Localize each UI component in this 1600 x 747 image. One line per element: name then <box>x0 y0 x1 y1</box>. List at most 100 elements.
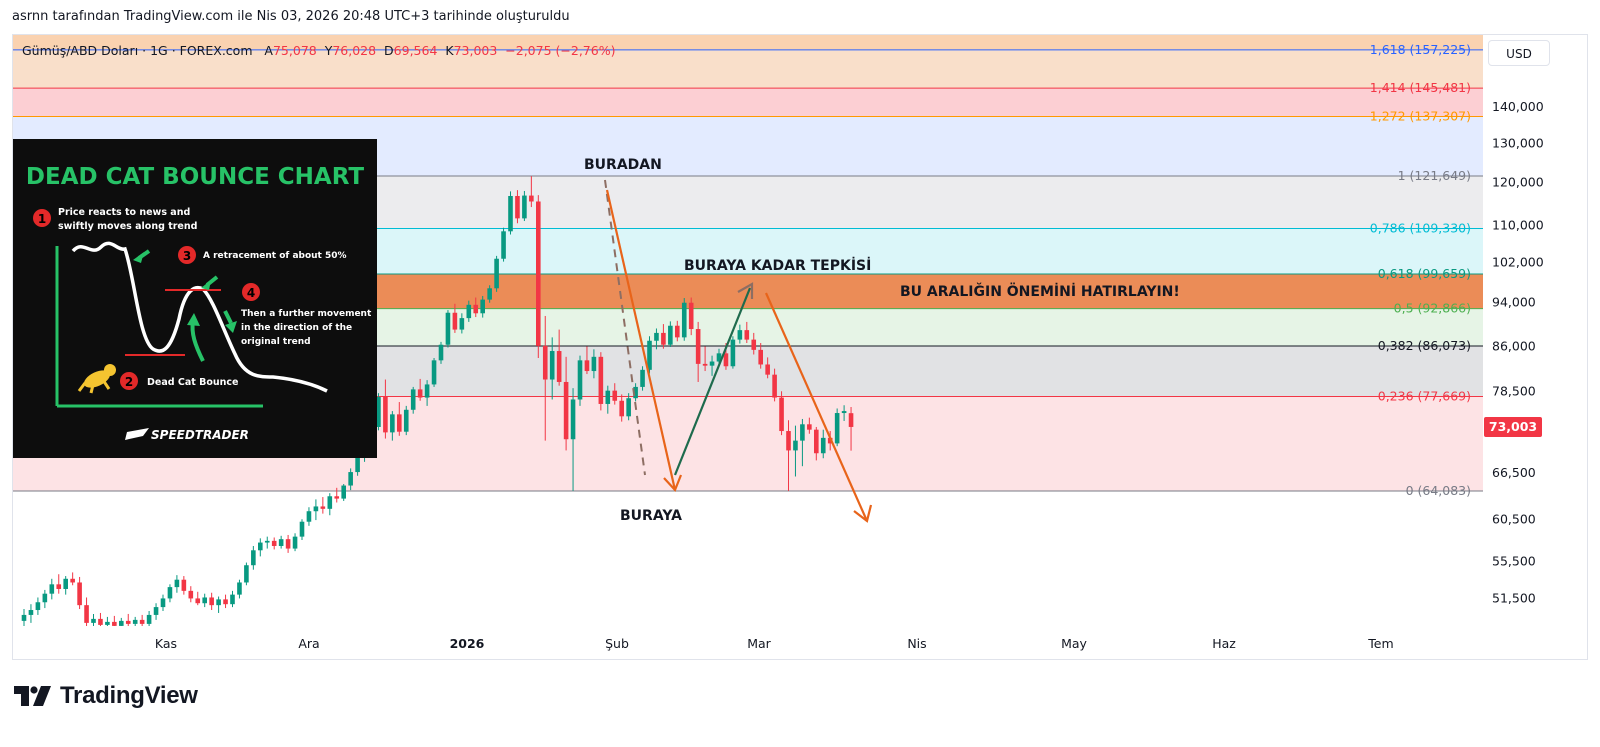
candle-body <box>779 397 784 432</box>
candle <box>807 417 812 434</box>
inset-badge-3 <box>178 246 196 264</box>
candle <box>77 576 82 610</box>
candle <box>675 320 680 342</box>
candle-body <box>508 195 513 232</box>
trend-drawings <box>604 179 873 523</box>
candle <box>70 572 75 586</box>
candle-body <box>278 539 284 546</box>
candle <box>730 336 736 369</box>
candle <box>258 538 263 557</box>
candle <box>584 346 590 375</box>
tradingview-brand[interactable]: TradingView <box>14 682 198 710</box>
candle <box>834 408 840 447</box>
candle <box>473 297 479 318</box>
speedtrader-logo: SPEEDTRADER <box>125 428 249 442</box>
candle-body <box>271 540 277 546</box>
symbol-name[interactable]: Gümüş/ABD Doları · 1G · FOREX.com <box>22 43 253 58</box>
candle <box>244 562 249 586</box>
candle <box>313 499 319 521</box>
drop-arrow-line-2 <box>764 292 869 522</box>
candle <box>188 586 194 603</box>
candle <box>786 420 791 491</box>
inset-arrow-2-head <box>187 313 200 326</box>
inset-arrow-1-head <box>133 252 144 263</box>
time-tick-6: May <box>1061 636 1087 651</box>
candle <box>681 298 687 341</box>
candle-body <box>445 312 451 345</box>
chart-frame[interactable] <box>12 34 1588 660</box>
candle <box>737 324 743 344</box>
candle-body <box>584 360 590 372</box>
candle-body <box>633 386 638 399</box>
price-tick-6: 86,000 <box>1492 338 1536 353</box>
candle <box>348 468 353 491</box>
drop-arrow-head-1 <box>663 474 683 493</box>
inset-badge-2 <box>120 372 138 390</box>
candle-body <box>181 579 187 591</box>
tradingview-logo-icon <box>14 686 51 706</box>
candle <box>619 394 624 422</box>
candle <box>563 356 569 451</box>
inset-arrow-3-head <box>201 280 211 290</box>
candle <box>702 346 708 372</box>
candle <box>501 227 506 262</box>
candle-body <box>125 620 131 624</box>
candle <box>112 615 117 626</box>
inset-badge-1 <box>33 209 51 227</box>
candle <box>758 343 763 369</box>
dead-cat-bounce-illustration: DEAD CAT BOUNCE CHART 1 3 4 2 Price reac… <box>13 139 377 458</box>
candle <box>42 589 48 609</box>
candle-body <box>397 414 402 432</box>
fib-label-5: 0,786 (109,330) <box>1370 220 1471 235</box>
candle-body <box>292 536 298 549</box>
time-tick-3: Şub <box>605 636 629 651</box>
candle <box>494 255 499 292</box>
price-axis: 140,000 130,000 120,000 110,000 102,000 94,00… <box>1492 99 1544 605</box>
candle-body <box>654 332 659 341</box>
candle <box>403 405 409 436</box>
candle-body <box>244 565 249 583</box>
candle-body <box>466 304 472 319</box>
candle <box>779 391 784 436</box>
currency-button[interactable]: USD <box>1488 40 1550 66</box>
candle <box>424 380 430 406</box>
fib-label-1: 0,236 (77,669) <box>1378 389 1471 404</box>
candle <box>841 405 847 421</box>
candle <box>591 349 597 379</box>
inset-step3: A retracement of about 50% <box>203 251 347 261</box>
price-tick-3: 110,000 <box>1492 217 1544 232</box>
candle-body <box>549 351 555 380</box>
candle <box>452 303 458 333</box>
candle-body <box>313 506 319 512</box>
candle <box>556 329 562 386</box>
candle-body <box>376 396 381 427</box>
candle-body <box>772 374 777 398</box>
candle <box>306 507 312 526</box>
candle <box>125 613 131 626</box>
candle <box>105 616 110 626</box>
time-tick-8: Tem <box>1367 636 1393 651</box>
candle-body <box>522 195 527 219</box>
candle-body <box>28 610 34 615</box>
candle-body <box>793 440 798 451</box>
fib-label-4: 0,618 (99,659) <box>1378 266 1471 281</box>
low-label: D <box>384 43 394 58</box>
symbol-legend[interactable]: Gümüş/ABD Doları · 1G · FOREX.com A75,07… <box>22 43 615 58</box>
candle-body <box>383 396 388 433</box>
candle-body <box>494 258 499 289</box>
candle <box>570 388 576 491</box>
candle-body <box>306 511 312 522</box>
candle-body <box>765 364 770 375</box>
candle-body <box>814 429 819 454</box>
candle-body <box>390 414 395 433</box>
rebound-arrow-line <box>673 287 752 476</box>
candle <box>466 300 472 322</box>
annotation-zone: BU ARALIĞIN ÖNEMİNİ HATIRLAYIN! <box>900 282 1180 300</box>
candle <box>181 576 187 595</box>
candle-body <box>473 304 479 314</box>
candle <box>132 616 138 626</box>
candle <box>383 379 388 439</box>
candle <box>390 411 395 441</box>
candle <box>251 545 256 570</box>
annotation-top: BURADAN <box>584 157 662 173</box>
